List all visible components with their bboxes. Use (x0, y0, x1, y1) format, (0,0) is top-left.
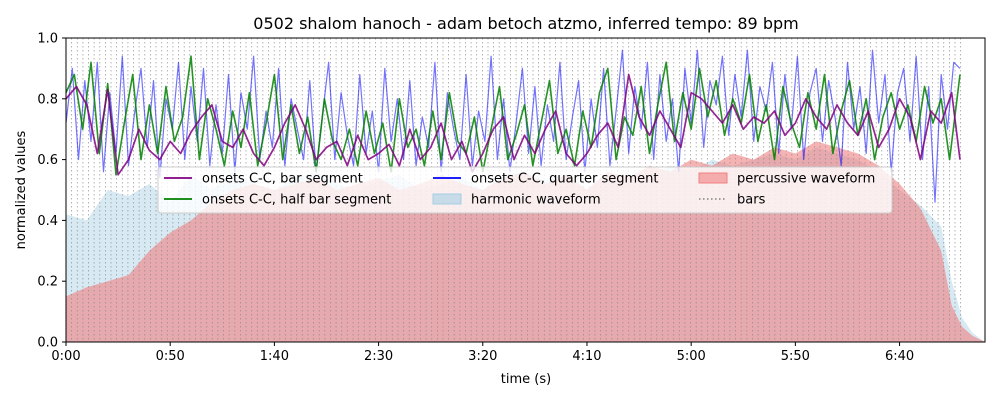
y-tick-label: 0.6 (37, 153, 58, 168)
x-axis: 0:00 0:50 1:40 2:30 3:20 4:10 5:00 5:50 6:40 (51, 342, 914, 364)
plot-frame (65, 37, 986, 343)
legend-label: onsets C-C, quarter segment (471, 172, 658, 187)
y-tick-label: 1.0 (37, 32, 58, 47)
y-tick-label: 0.2 (37, 275, 58, 290)
y-axis: 0.0 0.2 0.4 0.6 0.8 1.0 (37, 32, 66, 351)
x-tick-label: 1:40 (260, 349, 289, 364)
legend-label: onsets C-C, bar segment (202, 172, 363, 187)
y-tick-label: 0.0 (37, 336, 58, 351)
y-axis-label: normalized values (14, 130, 29, 249)
legend-swatch (432, 193, 462, 205)
series-line-1 (66, 55, 961, 176)
x-tick-label: 0:00 (51, 349, 80, 364)
legend: onsets C-C, bar segment onsets C-C, half … (157, 166, 893, 214)
x-tick-label: 5:00 (677, 349, 706, 364)
x-axis-label: time (s) (501, 372, 551, 387)
x-tick-label: 5:50 (781, 349, 810, 364)
legend-label: onsets C-C, half bar segment (202, 193, 391, 208)
x-tick-label: 2:30 (364, 349, 393, 364)
y-tick-label: 0.4 (37, 214, 58, 229)
x-tick-label: 0:50 (156, 349, 185, 364)
legend-label: bars (737, 193, 766, 208)
legend-label: harmonic waveform (471, 193, 601, 208)
chart-title: 0502 shalom hanoch - adam betoch atzmo, … (253, 14, 798, 33)
legend-swatch (698, 172, 728, 184)
series-line-0 (66, 73, 961, 176)
y-tick-label: 0.8 (37, 92, 58, 107)
x-tick-label: 4:10 (572, 349, 601, 364)
legend-label: percussive waveform (737, 172, 875, 187)
x-tick-label: 6:40 (885, 349, 914, 364)
x-tick-label: 3:20 (468, 349, 497, 364)
